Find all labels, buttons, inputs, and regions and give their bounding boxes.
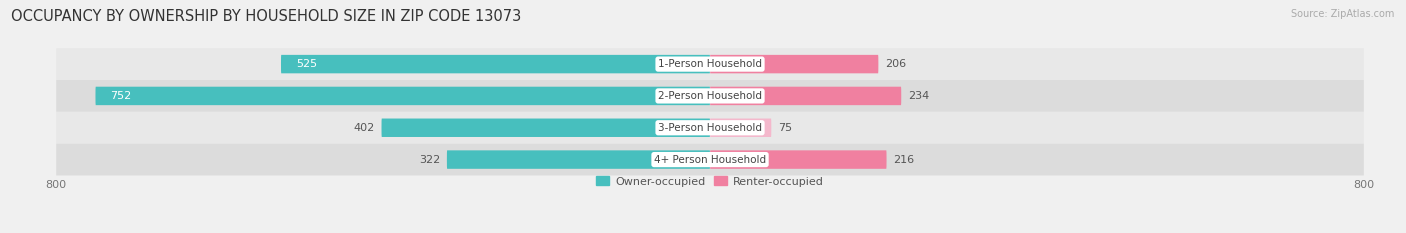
Text: OCCUPANCY BY OWNERSHIP BY HOUSEHOLD SIZE IN ZIP CODE 13073: OCCUPANCY BY OWNERSHIP BY HOUSEHOLD SIZE… <box>11 9 522 24</box>
Text: 206: 206 <box>884 59 905 69</box>
FancyBboxPatch shape <box>447 150 710 169</box>
Text: 402: 402 <box>354 123 375 133</box>
Text: Source: ZipAtlas.com: Source: ZipAtlas.com <box>1291 9 1395 19</box>
Text: 752: 752 <box>110 91 131 101</box>
FancyBboxPatch shape <box>281 55 710 73</box>
Text: 3-Person Household: 3-Person Household <box>658 123 762 133</box>
Text: 234: 234 <box>908 91 929 101</box>
FancyBboxPatch shape <box>56 112 1364 144</box>
FancyBboxPatch shape <box>710 55 879 73</box>
Legend: Owner-occupied, Renter-occupied: Owner-occupied, Renter-occupied <box>592 172 828 191</box>
FancyBboxPatch shape <box>381 119 710 137</box>
Text: 525: 525 <box>295 59 316 69</box>
Text: 1-Person Household: 1-Person Household <box>658 59 762 69</box>
FancyBboxPatch shape <box>710 150 887 169</box>
FancyBboxPatch shape <box>710 87 901 105</box>
FancyBboxPatch shape <box>56 144 1364 175</box>
FancyBboxPatch shape <box>96 87 710 105</box>
FancyBboxPatch shape <box>56 48 1364 80</box>
Text: 4+ Person Household: 4+ Person Household <box>654 154 766 164</box>
FancyBboxPatch shape <box>710 119 772 137</box>
Text: 75: 75 <box>778 123 792 133</box>
Text: 322: 322 <box>419 154 440 164</box>
FancyBboxPatch shape <box>56 80 1364 112</box>
Text: 2-Person Household: 2-Person Household <box>658 91 762 101</box>
Text: 216: 216 <box>893 154 914 164</box>
